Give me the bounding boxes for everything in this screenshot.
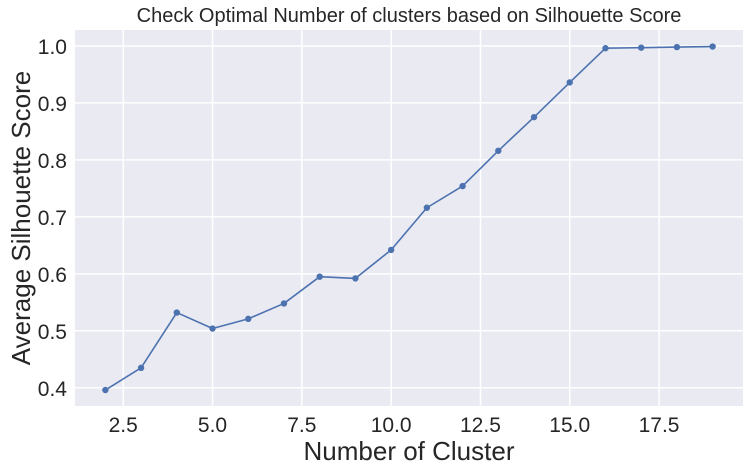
y-tick-label: 0.9	[38, 93, 67, 116]
data-point	[316, 273, 323, 280]
data-point	[566, 79, 573, 86]
data-point	[637, 44, 645, 51]
data-point	[709, 43, 716, 50]
x-tick-label: 5.0	[198, 414, 227, 437]
data-point	[245, 315, 252, 323]
data-point	[209, 325, 216, 332]
data-point	[530, 113, 538, 121]
data-point	[173, 309, 181, 316]
x-tick-label: 17.5	[639, 414, 680, 437]
data-point	[352, 275, 359, 282]
x-tick-label: 10.0	[371, 414, 412, 437]
x-tick-label: 12.5	[460, 414, 501, 437]
data-point	[495, 147, 502, 154]
series-layer	[102, 43, 716, 394]
x-tick-label: 2.5	[109, 414, 138, 437]
y-tick-label: 0.5	[38, 321, 67, 344]
data-point	[673, 43, 681, 51]
data-point	[280, 300, 288, 307]
y-tick-label: 1.0	[38, 36, 67, 59]
x-axis-label: Number of Cluster	[304, 436, 515, 466]
chart-title: Check Optimal Number of clusters based o…	[137, 5, 682, 27]
data-point	[423, 204, 431, 211]
data-point	[459, 182, 466, 190]
series-line	[104, 45, 713, 391]
y-tick-label: 0.7	[38, 207, 67, 230]
data-point	[387, 246, 395, 254]
data-point	[137, 364, 145, 372]
x-tick-label: 15.0	[549, 414, 590, 437]
y-tick-label: 0.6	[38, 264, 67, 287]
plot-background	[75, 30, 743, 406]
y-tick-label: 0.8	[38, 150, 67, 173]
y-tick-label: 0.4	[38, 378, 68, 401]
grid	[75, 30, 743, 406]
data-point	[102, 386, 109, 394]
tick-labels: 2.5 5.0 7.5 10.0 12.5 15.0 17.5 0.4 0.5 0.6 0.7 0.8…	[38, 36, 680, 437]
data-point	[602, 45, 609, 52]
y-axis-label: Average Silhouette Score	[6, 71, 36, 365]
x-tick-label: 7.5	[287, 414, 316, 437]
